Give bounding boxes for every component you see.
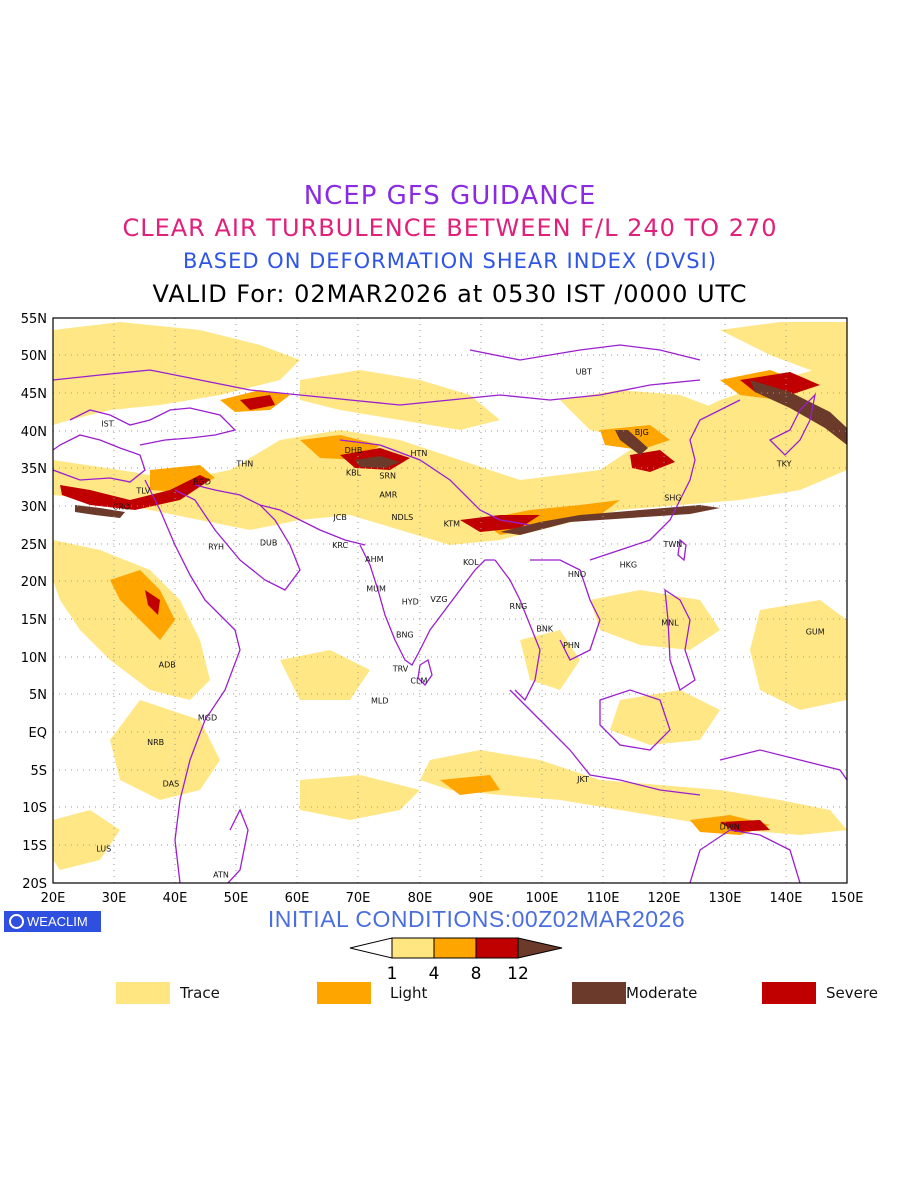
lat-tick-label: 40N — [21, 425, 47, 440]
station-labels: UBT IST BJG DHB HTN THN KBL SRN TKY BGD TLV SHG AMR C… — [96, 368, 825, 880]
station-label-tky: TKY — [776, 459, 792, 468]
station-label-mnl: MNL — [661, 618, 679, 627]
lon-tick-label: 90E — [469, 891, 494, 906]
station-label-nrb: NRB — [147, 738, 164, 747]
lat-axis: 55N 50N 45N 40N 35N 30N 25N 20N 15N 10N … — [21, 312, 47, 892]
lon-tick-label: 60E — [285, 891, 310, 906]
initial-conditions: INITIAL CONDITIONS:00Z02MAR2026 — [267, 906, 686, 932]
station-label-hno: HNO — [568, 570, 586, 579]
lat-tick-label: 50N — [21, 349, 47, 364]
station-label-dhb: DHB — [345, 446, 363, 455]
lat-tick-label: EQ — [29, 726, 47, 741]
lon-tick-label: 70E — [346, 891, 371, 906]
station-label-kbl: KBL — [346, 468, 362, 477]
station-label-kol: KOL — [463, 558, 479, 567]
title-valid-time: VALID For: 02MAR2026 at 0530 IST /0000 U… — [152, 280, 748, 308]
station-label-phn: PHN — [563, 641, 580, 650]
lat-tick-label: 15S — [22, 839, 47, 854]
station-label-ryh: RYH — [208, 542, 224, 551]
station-label-dwn: DWN — [720, 823, 740, 832]
station-label-adb: ADB — [159, 661, 176, 670]
lat-tick-label: 5S — [30, 764, 47, 779]
station-label-mum: MUM — [366, 584, 386, 593]
station-label-vzg: VZG — [430, 595, 447, 604]
lat-tick-label: 15N — [21, 613, 47, 628]
station-label-hyd: HYD — [402, 597, 419, 606]
legend-swatch-trace — [116, 982, 170, 1004]
station-label-htn: HTN — [410, 449, 427, 458]
lon-tick-label: 20E — [41, 891, 66, 906]
plot-frame — [52, 317, 848, 884]
station-label-trv: TRV — [392, 664, 409, 673]
station-label-krc: KRC — [332, 541, 348, 550]
station-label-bnk: BNK — [536, 624, 553, 633]
station-label-thn: THN — [235, 459, 253, 468]
lat-tick-label: 25N — [21, 538, 47, 553]
station-label-das: DAS — [163, 780, 180, 789]
station-label-ist: IST — [101, 420, 113, 429]
title-line-2: CLEAR AIR TURBULENCE BETWEEN F/L 240 TO … — [122, 214, 778, 242]
station-label-bjg: BJG — [635, 428, 649, 437]
weaclim-logo-icon — [9, 914, 24, 929]
lon-tick-label: 50E — [224, 891, 249, 906]
logo-text: WEACLIM — [27, 914, 88, 929]
station-label-srn: SRN — [379, 471, 396, 480]
lon-tick-label: 110E — [586, 891, 619, 906]
title-line-3: BASED ON DEFORMATION SHEAR INDEX (DVSI) — [182, 249, 718, 273]
station-label-bng: BNG — [396, 630, 414, 639]
station-label-mgd: MGD — [198, 713, 217, 722]
station-label-twn: TWN — [663, 540, 683, 549]
lat-tick-label: 35N — [21, 462, 47, 477]
station-label-gum: GUM — [806, 627, 825, 636]
station-label-ndls: NDLS — [392, 513, 414, 522]
station-label-jkt: JKT — [576, 775, 589, 784]
lat-tick-label: 45N — [21, 387, 47, 402]
station-label-mld: MLD — [371, 697, 389, 706]
lon-axis: 20E 30E 40E 50E 60E 70E 80E 90E 100E 110… — [41, 891, 864, 906]
station-label-bgd: BGD — [193, 478, 211, 487]
station-label-ubt: UBT — [576, 368, 592, 377]
lon-tick-label: 120E — [647, 891, 680, 906]
station-label-amr: AMR — [379, 490, 397, 499]
lat-tick-label: 10S — [22, 801, 47, 816]
station-label-dub: DUB — [260, 539, 278, 548]
legend-swatch-severe — [762, 982, 816, 1004]
lon-tick-label: 30E — [102, 891, 127, 906]
lat-tick-label: 55N — [21, 312, 47, 327]
lon-tick-label: 80E — [408, 891, 433, 906]
station-label-hkg: HKG — [620, 560, 637, 569]
lat-tick-label: 30N — [21, 500, 47, 515]
graticule — [53, 318, 847, 883]
lat-tick-label: 20S — [22, 877, 47, 892]
turbulence-field — [53, 318, 847, 883]
legend-swatch-light — [317, 982, 371, 1004]
station-label-tlv: TLV — [135, 487, 150, 496]
station-label-lus: LUS — [96, 844, 111, 853]
lon-tick-label: 130E — [708, 891, 741, 906]
legend-label-trace: Trace — [180, 984, 220, 1002]
legend-label-moderate: Moderate — [626, 984, 698, 1002]
legend-label-light: Light — [390, 984, 428, 1002]
station-label-ktm: KTM — [444, 520, 461, 529]
title-line-1: NCEP GFS GUIDANCE — [303, 181, 597, 211]
station-label-cro: CRO — [113, 502, 130, 511]
station-label-ahm: AHM — [365, 555, 383, 564]
lat-tick-label: 20N — [21, 575, 47, 590]
legend-swatch-moderate — [572, 982, 626, 1004]
lon-tick-label: 100E — [525, 891, 558, 906]
lon-tick-label: 40E — [163, 891, 188, 906]
station-label-jcb: JCB — [332, 513, 346, 522]
station-label-shg: SHG — [664, 493, 681, 502]
lat-tick-label: 5N — [29, 688, 47, 703]
lon-tick-label: 150E — [830, 891, 863, 906]
lat-tick-label: 10N — [21, 651, 47, 666]
weaclim-logo: WEACLIM — [4, 911, 101, 932]
legend-label-severe: Severe — [826, 984, 878, 1002]
station-label-atn: ATN — [213, 871, 229, 880]
station-label-clm: CLM — [410, 676, 427, 685]
lon-tick-label: 140E — [769, 891, 802, 906]
coastlines — [53, 344, 847, 883]
station-label-rng: RNG — [510, 602, 528, 611]
